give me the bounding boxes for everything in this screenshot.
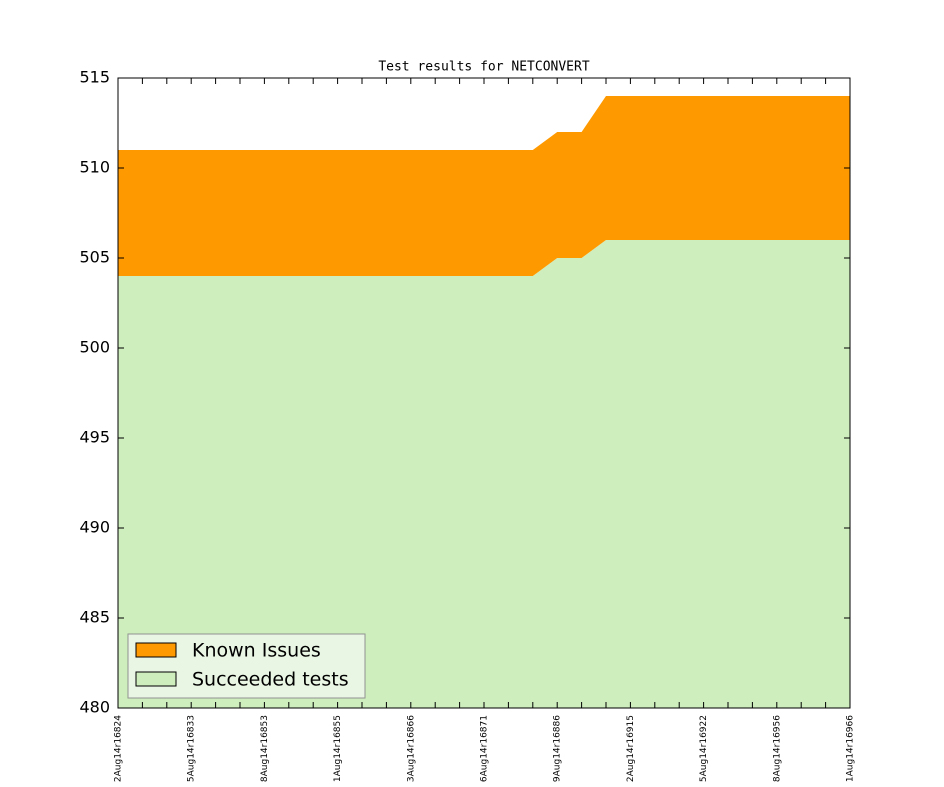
legend-label: Succeeded tests bbox=[192, 669, 349, 691]
x-tick-label: 1Aug14r16855 bbox=[333, 715, 343, 782]
area bbox=[118, 240, 850, 708]
y-tick-label: 510 bbox=[79, 158, 110, 177]
legend-swatch bbox=[135, 671, 177, 687]
x-tick-label: 2Aug14r16915 bbox=[626, 715, 636, 782]
legend-swatch bbox=[135, 642, 177, 658]
x-tick-label: 8Aug14r16956 bbox=[772, 715, 782, 782]
x-tick-label: 6Aug14r16871 bbox=[480, 715, 490, 782]
y-tick-label: 485 bbox=[79, 608, 110, 627]
legend-label: Known Issues bbox=[192, 640, 321, 662]
x-tick-label: 8Aug14r16853 bbox=[260, 715, 270, 782]
y-tick-label: 480 bbox=[79, 698, 110, 717]
x-tick-label: 3Aug14r16866 bbox=[406, 715, 416, 782]
x-tick-label: 2Aug14r16824 bbox=[114, 715, 124, 782]
y-tick-label: 515 bbox=[79, 68, 110, 87]
y-tick-label: 505 bbox=[79, 248, 110, 267]
x-tick-label: 5Aug14r16833 bbox=[187, 715, 197, 782]
x-tick-label: 9Aug14r16886 bbox=[553, 715, 563, 782]
y-tick-label: 495 bbox=[79, 428, 110, 447]
y-tick-label: 500 bbox=[79, 338, 110, 357]
x-tick-label: 5Aug14r16922 bbox=[699, 715, 709, 782]
chart-title: Test results for NETCONVERT bbox=[378, 60, 589, 75]
y-tick-label: 490 bbox=[79, 518, 110, 537]
x-tick-label: 1Aug14r16966 bbox=[846, 715, 856, 782]
area bbox=[118, 96, 850, 276]
